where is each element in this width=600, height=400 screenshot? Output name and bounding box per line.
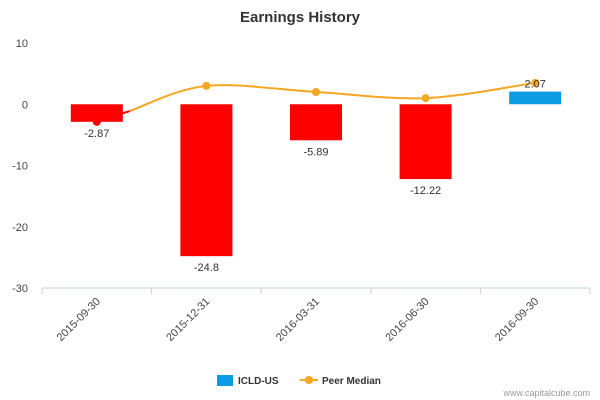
legend-label-icld[interactable]: ICLD-US: [238, 376, 279, 387]
peer-median-series: [92, 78, 540, 126]
x-tick-label: 2015-12-31: [164, 296, 212, 344]
y-tick-label: -20: [12, 222, 28, 234]
y-tick-label: -10: [12, 161, 28, 173]
peer-median-point[interactable]: [202, 81, 211, 90]
bar-series: [70, 91, 562, 257]
bar-value-label: 2.07: [524, 79, 545, 91]
credit-text: www.capitalcube.com: [502, 388, 590, 398]
bar[interactable]: [509, 91, 562, 105]
x-tick-label: 2016-06-30: [383, 296, 431, 344]
legend-label-peer[interactable]: Peer Median: [322, 376, 381, 387]
y-tick-label: 0: [22, 99, 28, 111]
axes: 10 0 -10 -20 -30 2015-09-30 2015-12-31 2016-03-…: [12, 38, 591, 344]
x-tick-label: 2015-09-30: [55, 296, 103, 344]
chart-title: Earnings History: [240, 9, 361, 26]
bar[interactable]: [399, 104, 452, 180]
data-labels: -2.87 -24.8 -5.89 -12.22 2.07: [84, 79, 546, 275]
peer-median-point[interactable]: [312, 88, 320, 96]
bar[interactable]: [180, 104, 233, 257]
peer-median-point[interactable]: [531, 78, 540, 87]
peer-median-point[interactable]: [421, 94, 430, 103]
bar-value-label: -2.87: [84, 128, 109, 140]
peer-line-start-segment: [96, 110, 130, 123]
x-tick-label: 2016-03-31: [274, 296, 322, 344]
x-tick-label: 2016-09-30: [493, 296, 541, 344]
legend[interactable]: ICLD-US Peer Median: [217, 375, 381, 387]
bar-value-label: -12.22: [410, 185, 441, 197]
bar-value-label: -24.8: [194, 262, 219, 274]
legend-swatch-peer-marker[interactable]: [305, 376, 313, 384]
legend-swatch-icld[interactable]: [217, 375, 233, 386]
y-tick-label: -30: [12, 283, 28, 295]
bar-value-label: -5.89: [303, 146, 328, 158]
peer-median-point[interactable]: [92, 117, 101, 126]
bar[interactable]: [290, 104, 342, 141]
y-tick-label: 10: [16, 38, 28, 50]
